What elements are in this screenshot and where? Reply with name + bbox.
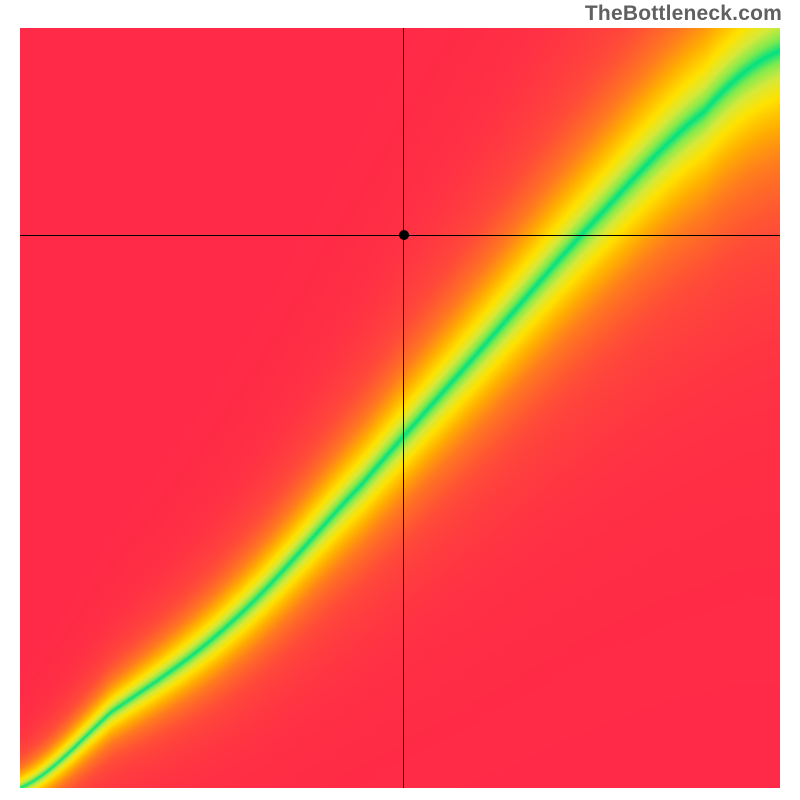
plot-area	[20, 28, 780, 788]
crosshair-vertical	[403, 28, 404, 788]
chart-container: TheBottleneck.com	[0, 0, 800, 800]
heatmap-canvas	[20, 28, 780, 788]
crosshair-marker	[399, 230, 409, 240]
watermark-text: TheBottleneck.com	[585, 2, 782, 26]
